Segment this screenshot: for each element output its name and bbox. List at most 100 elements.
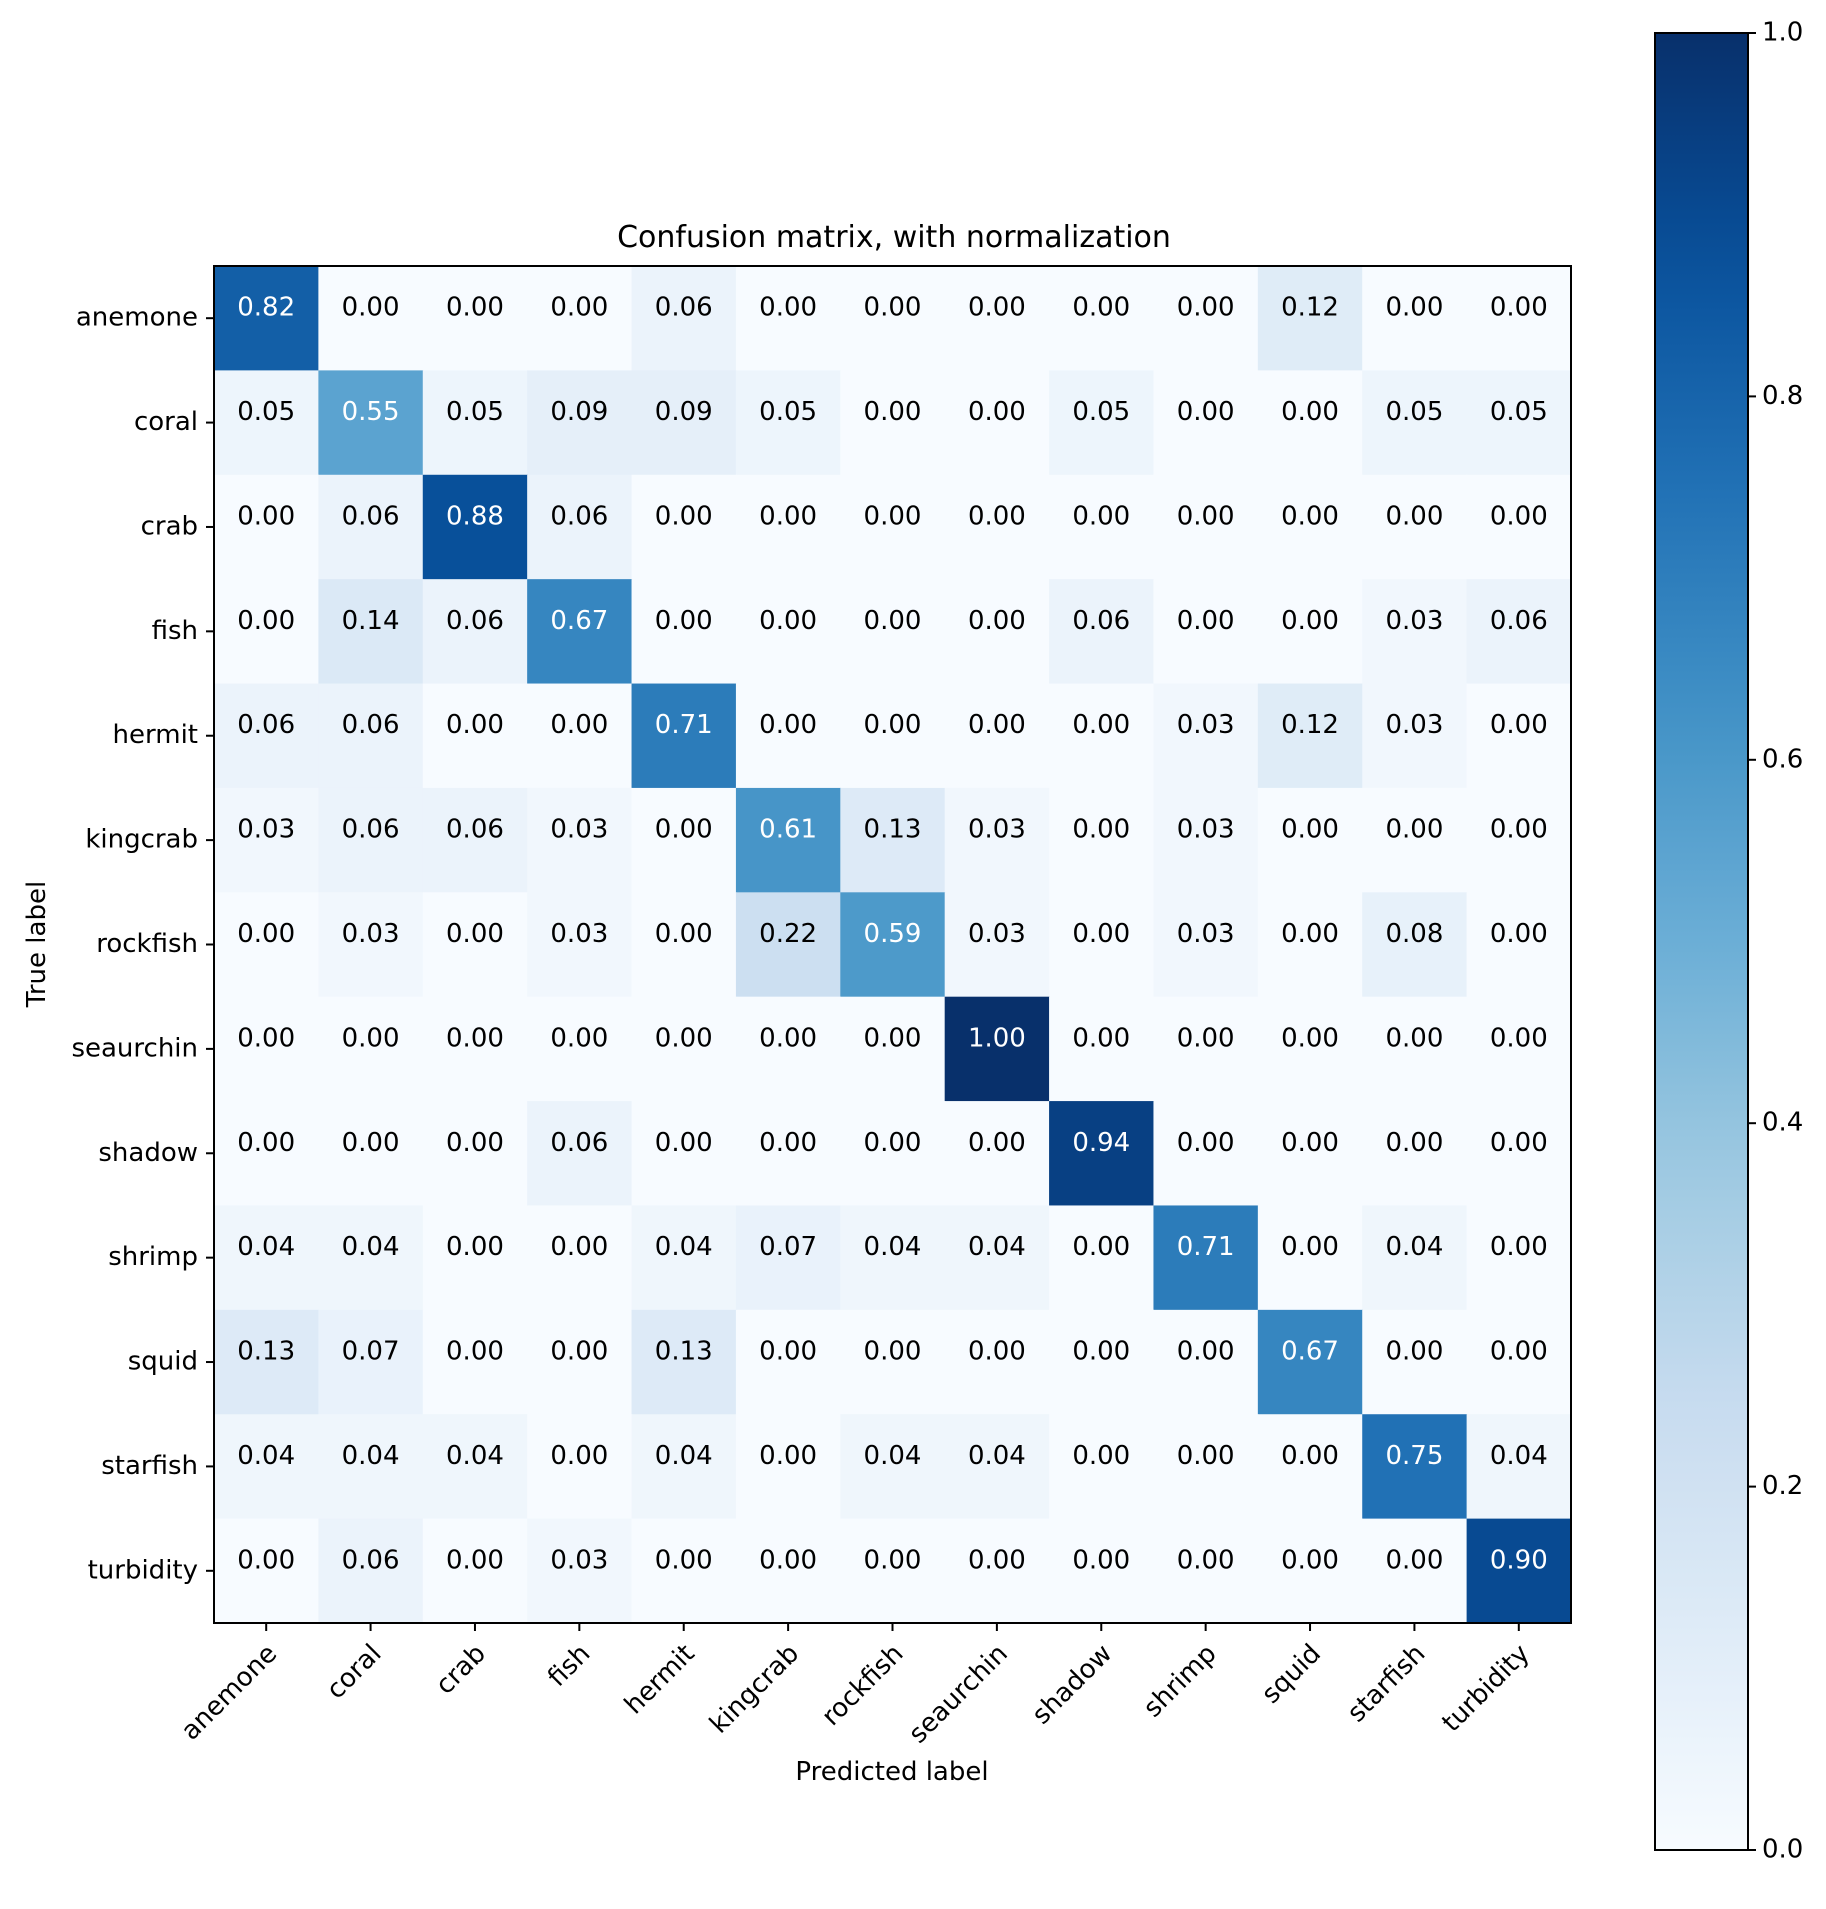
cell-value-label: 0.05 xyxy=(1385,397,1443,427)
cell-fish-squid xyxy=(1257,579,1363,685)
colorbar-gradient xyxy=(1655,33,1748,1850)
cell-value-label: 0.00 xyxy=(864,1337,922,1367)
cell-turbidity-squid xyxy=(1257,1518,1363,1624)
y-tick-label: turbidity xyxy=(88,1555,198,1585)
cell-kingcrab-kingcrab xyxy=(735,787,841,893)
cell-value-label: 0.55 xyxy=(342,397,400,427)
y-tick-label: hermit xyxy=(113,720,198,750)
y-tick-label: seaurchin xyxy=(71,1033,198,1063)
cell-rockfish-squid xyxy=(1257,892,1363,998)
cell-value-label: 0.61 xyxy=(759,815,817,845)
y-tick-label: coral xyxy=(134,407,198,437)
cell-value-label: 0.06 xyxy=(655,293,713,323)
cell-value-label: 0.00 xyxy=(446,1545,504,1575)
cell-crab-squid xyxy=(1257,474,1363,580)
cell-value-label: 0.00 xyxy=(1177,1023,1235,1053)
cell-kingcrab-crab xyxy=(422,787,528,893)
cell-value-label: 0.00 xyxy=(1281,1441,1339,1471)
cell-value-label: 0.12 xyxy=(1281,710,1339,740)
cell-value-label: 0.00 xyxy=(1072,1441,1130,1471)
cell-value-label: 0.00 xyxy=(446,919,504,949)
cell-value-label: 0.00 xyxy=(1281,606,1339,636)
cell-value-label: 0.06 xyxy=(446,815,504,845)
cell-value-label: 0.00 xyxy=(1177,293,1235,323)
cell-fish-hermit xyxy=(631,579,737,685)
cell-fish-shrimp xyxy=(1153,579,1259,685)
cell-seaurchin-hermit xyxy=(631,996,737,1102)
cell-value-label: 0.00 xyxy=(759,1545,817,1575)
cell-value-label: 0.13 xyxy=(237,1337,295,1367)
cell-value-label: 0.13 xyxy=(655,1337,713,1367)
cell-value-label: 0.00 xyxy=(968,1545,1026,1575)
cell-value-label: 0.06 xyxy=(1490,606,1548,636)
cell-seaurchin-rockfish xyxy=(840,996,946,1102)
cell-value-label: 0.04 xyxy=(342,1232,400,1262)
cell-anemone-starfish xyxy=(1362,266,1468,371)
cell-squid-rockfish xyxy=(840,1309,946,1415)
colorbar-tick-label: 0.0 xyxy=(1762,1835,1803,1865)
cell-anemone-turbidity xyxy=(1466,266,1572,371)
cell-value-label: 0.05 xyxy=(1490,397,1548,427)
cell-seaurchin-coral xyxy=(318,996,424,1102)
cell-shadow-squid xyxy=(1257,1101,1363,1207)
y-tick-label: squid xyxy=(128,1347,198,1377)
cell-starfish-crab xyxy=(422,1414,528,1520)
cell-kingcrab-fish xyxy=(527,787,633,893)
cell-anemone-seaurchin xyxy=(944,266,1050,371)
cell-value-label: 0.06 xyxy=(342,1545,400,1575)
cell-value-label: 0.00 xyxy=(1490,501,1548,531)
cell-value-label: 0.00 xyxy=(655,1023,713,1053)
cell-value-label: 0.00 xyxy=(342,293,400,323)
cell-value-label: 0.00 xyxy=(968,606,1026,636)
cell-value-label: 0.00 xyxy=(1281,1023,1339,1053)
cell-value-label: 0.00 xyxy=(1177,501,1235,531)
cell-value-label: 0.03 xyxy=(550,919,608,949)
cell-value-label: 0.04 xyxy=(1385,1232,1443,1262)
cell-fish-fish xyxy=(527,579,633,685)
cell-fish-turbidity xyxy=(1466,579,1572,685)
cell-value-label: 0.00 xyxy=(759,710,817,740)
cell-squid-shrimp xyxy=(1153,1309,1259,1415)
cell-value-label: 0.00 xyxy=(759,606,817,636)
colorbar-tick-label: 0.8 xyxy=(1762,381,1803,411)
cell-seaurchin-kingcrab xyxy=(735,996,841,1102)
cell-value-label: 0.00 xyxy=(1281,815,1339,845)
cell-value-label: 0.00 xyxy=(446,1128,504,1158)
cell-squid-squid xyxy=(1257,1309,1363,1415)
cell-hermit-anemone xyxy=(214,683,319,789)
cell-hermit-squid xyxy=(1257,683,1363,789)
cell-value-label: 0.00 xyxy=(864,1545,922,1575)
cell-value-label: 0.00 xyxy=(237,919,295,949)
cell-value-label: 0.05 xyxy=(1072,397,1130,427)
cell-value-label: 0.71 xyxy=(655,710,713,740)
cell-fish-kingcrab xyxy=(735,579,841,685)
cell-rockfish-turbidity xyxy=(1466,892,1572,998)
cell-squid-kingcrab xyxy=(735,1309,841,1415)
cell-hermit-turbidity xyxy=(1466,683,1572,789)
cell-value-label: 0.04 xyxy=(655,1232,713,1262)
cell-kingcrab-seaurchin xyxy=(944,787,1050,893)
cell-starfish-shrimp xyxy=(1153,1414,1259,1520)
cell-value-label: 0.00 xyxy=(1177,1337,1235,1367)
cell-coral-rockfish xyxy=(840,370,946,476)
cell-turbidity-shadow xyxy=(1049,1518,1155,1624)
cell-rockfish-anemone xyxy=(214,892,319,998)
y-tick-label: kingcrab xyxy=(85,825,198,855)
cell-value-label: 0.04 xyxy=(655,1441,713,1471)
cell-value-label: 0.00 xyxy=(1490,293,1548,323)
cell-hermit-coral xyxy=(318,683,424,789)
cell-value-label: 0.00 xyxy=(1490,1232,1548,1262)
cell-value-label: 0.00 xyxy=(550,1023,608,1053)
cell-squid-anemone xyxy=(214,1309,319,1415)
cell-coral-fish xyxy=(527,370,633,476)
cell-value-label: 0.00 xyxy=(655,1128,713,1158)
cell-kingcrab-squid xyxy=(1257,787,1363,893)
cell-value-label: 0.14 xyxy=(342,606,400,636)
cell-value-label: 0.00 xyxy=(968,501,1026,531)
cell-hermit-shrimp xyxy=(1153,683,1259,789)
cell-shadow-hermit xyxy=(631,1101,737,1207)
cell-seaurchin-starfish xyxy=(1362,996,1468,1102)
cell-starfish-rockfish xyxy=(840,1414,946,1520)
cell-rockfish-seaurchin xyxy=(944,892,1050,998)
cell-kingcrab-coral xyxy=(318,787,424,893)
